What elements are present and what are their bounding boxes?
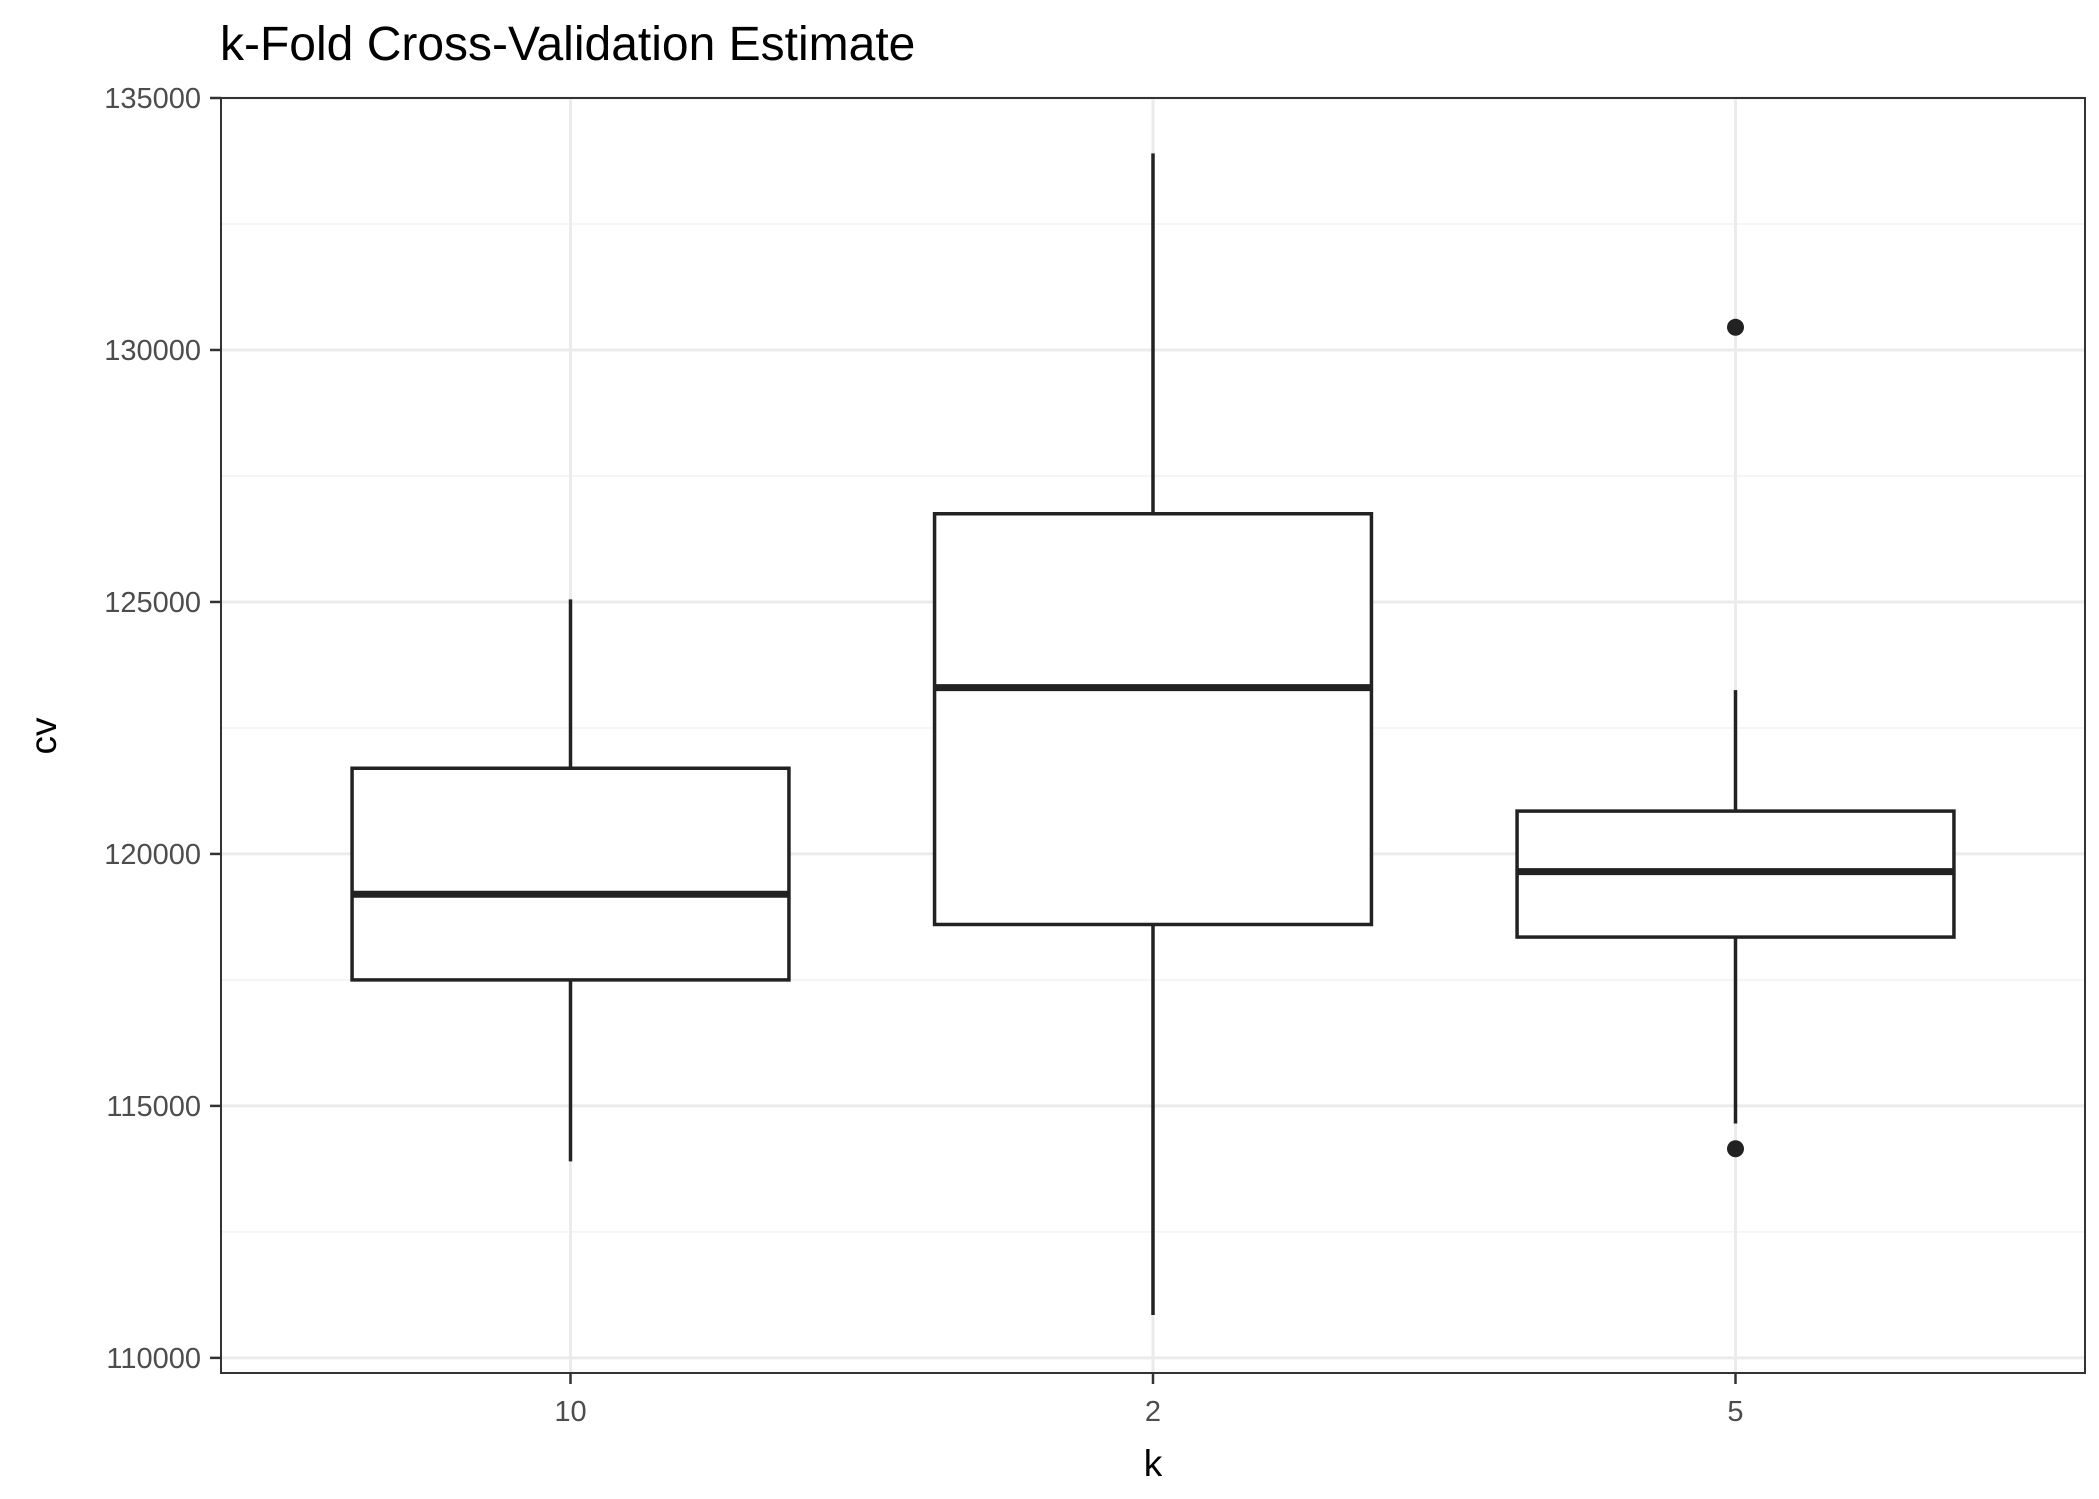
outlier-point (1727, 1140, 1744, 1158)
chart-title: k-Fold Cross-Validation Estimate (220, 18, 915, 71)
x-tick-label: 2 (1145, 1396, 1161, 1428)
y-tick-label: 135000 (104, 83, 201, 115)
x-axis: 10 2 5 (554, 1373, 1744, 1428)
box-iqr (350, 766, 791, 982)
y-tick-label: 110000 (106, 1343, 201, 1375)
box-series (350, 153, 1956, 1316)
x-axis-title: k (1144, 1443, 1163, 1484)
box-10 (350, 599, 791, 1162)
y-tick-label: 125000 (104, 587, 201, 619)
outlier-point (1727, 318, 1744, 336)
box-5 (1515, 318, 1956, 1158)
y-tick-label: 130000 (104, 335, 201, 367)
y-axis-title: cv (23, 717, 64, 755)
x-tick-label: 5 (1727, 1396, 1743, 1428)
box-iqr (932, 512, 1374, 927)
y-tick-label: 120000 (104, 839, 201, 871)
box-2 (932, 153, 1374, 1316)
x-tick-label: 10 (554, 1396, 586, 1428)
y-tick-label: 115000 (106, 1091, 201, 1123)
y-axis: 110000 115000 120000 125000 130000 135000 (104, 83, 221, 1375)
